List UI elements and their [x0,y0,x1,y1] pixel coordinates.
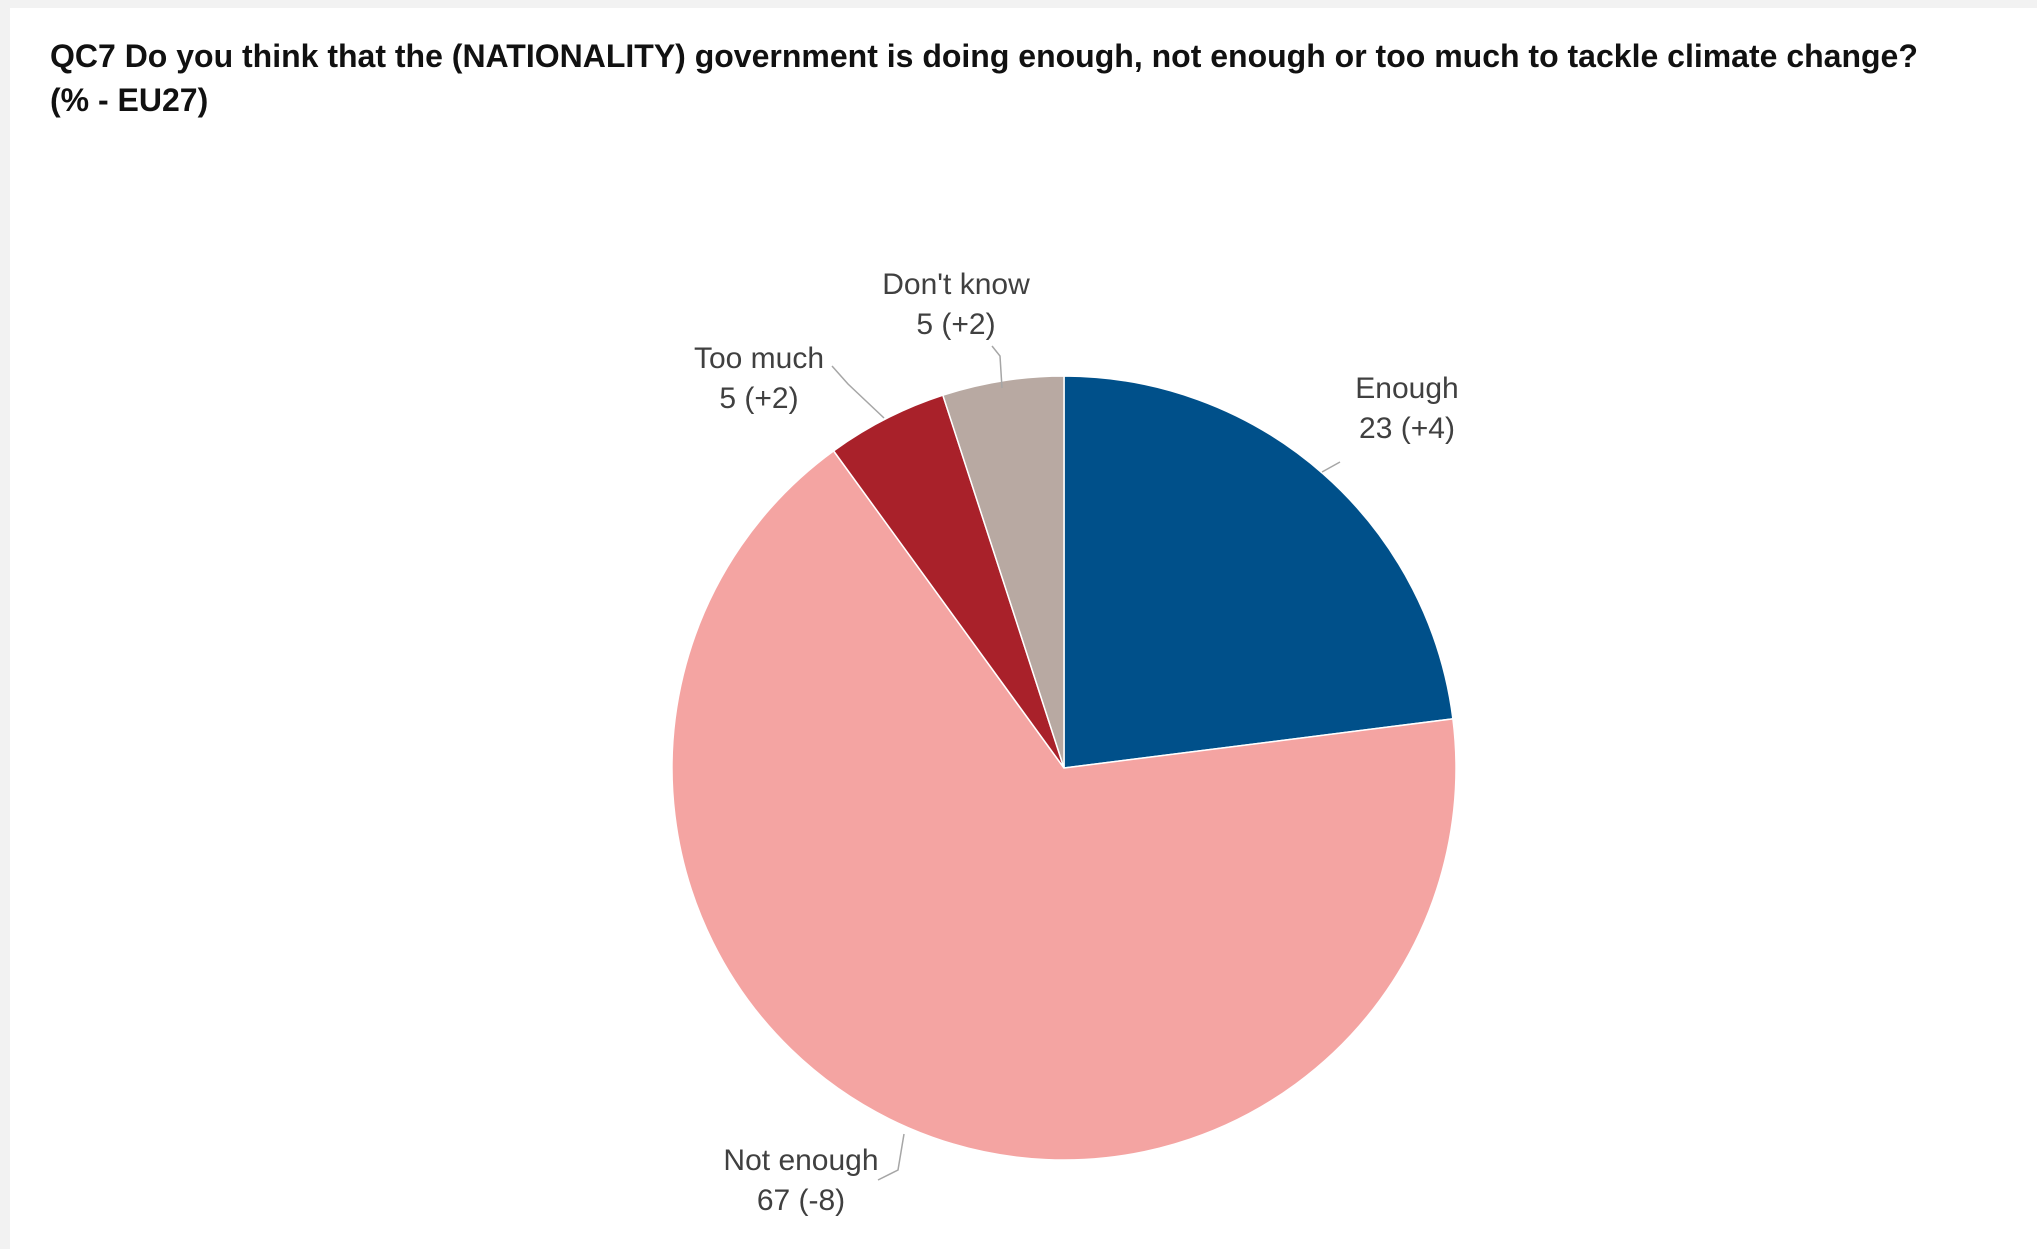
slice-label-too-much: Too much [694,342,824,375]
slice-value-too-much: 5 (+2) [719,382,798,415]
chart-title: QC7 Do you think that the (NATIONALITY) … [50,34,1918,122]
slice-label-don-t-know: Don't know [882,268,1030,301]
chart-subtitle: (% - EU27) [50,82,209,118]
slice-label-not-enough: Not enough [723,1144,878,1177]
leader-line-not-enough [877,1133,905,1181]
slice-value-not-enough: 67 (-8) [757,1184,845,1217]
chart-title-line: QC7 Do you think that the (NATIONALITY) … [50,38,1918,74]
slice-value-don-t-know: 5 (+2) [916,308,995,341]
slice-value-enough: 23 (+4) [1359,412,1455,445]
leader-line-don-t-know [991,345,1003,389]
leader-line-enough [1321,461,1341,473]
pie-slice-enough [1063,375,1454,769]
leader-line-too-much [831,365,885,419]
pie-slice-don-t-know [941,375,1065,769]
pie-slice-not-enough [671,449,1457,1161]
slice-label-enough: Enough [1355,372,1458,405]
